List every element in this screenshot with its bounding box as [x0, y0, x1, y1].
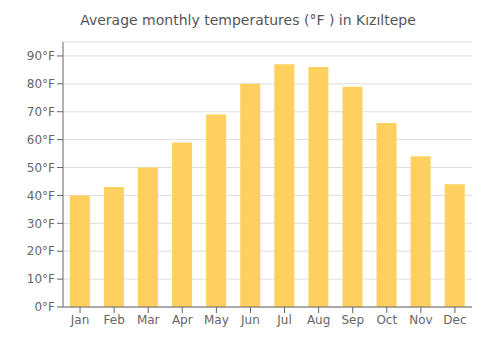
svg-text:80°F: 80°F	[27, 77, 55, 91]
svg-text:Dec: Dec	[443, 313, 466, 327]
svg-text:Nov: Nov	[409, 313, 432, 327]
svg-text:Feb: Feb	[104, 313, 125, 327]
svg-text:20°F: 20°F	[27, 244, 55, 258]
svg-text:Mar: Mar	[137, 313, 160, 327]
svg-text:60°F: 60°F	[27, 133, 55, 147]
html-text:Average monthly temperatures (: Average monthly temperatures (°F ) in Kı…	[80, 12, 416, 28]
svg-text:10°F: 10°F	[27, 272, 55, 286]
svg-text:Jul: Jul	[276, 313, 291, 327]
svg-text:70°F: 70°F	[27, 105, 55, 119]
svg-text:Aug: Aug	[307, 313, 330, 327]
svg-text:40°F: 40°F	[27, 189, 55, 203]
svg-text:30°F: 30°F	[27, 217, 55, 231]
svg-text:Oct: Oct	[376, 313, 397, 327]
svg-text:May: May	[204, 313, 229, 327]
svg-text:Apr: Apr	[172, 313, 193, 327]
svg-text:Jan: Jan	[70, 313, 90, 327]
svg-text:0°F: 0°F	[34, 300, 55, 314]
svg-text:90°F: 90°F	[27, 49, 55, 63]
svg-text:Jun: Jun	[240, 313, 260, 327]
svg-text:50°F: 50°F	[27, 161, 55, 175]
svg-text:Sep: Sep	[341, 313, 364, 327]
